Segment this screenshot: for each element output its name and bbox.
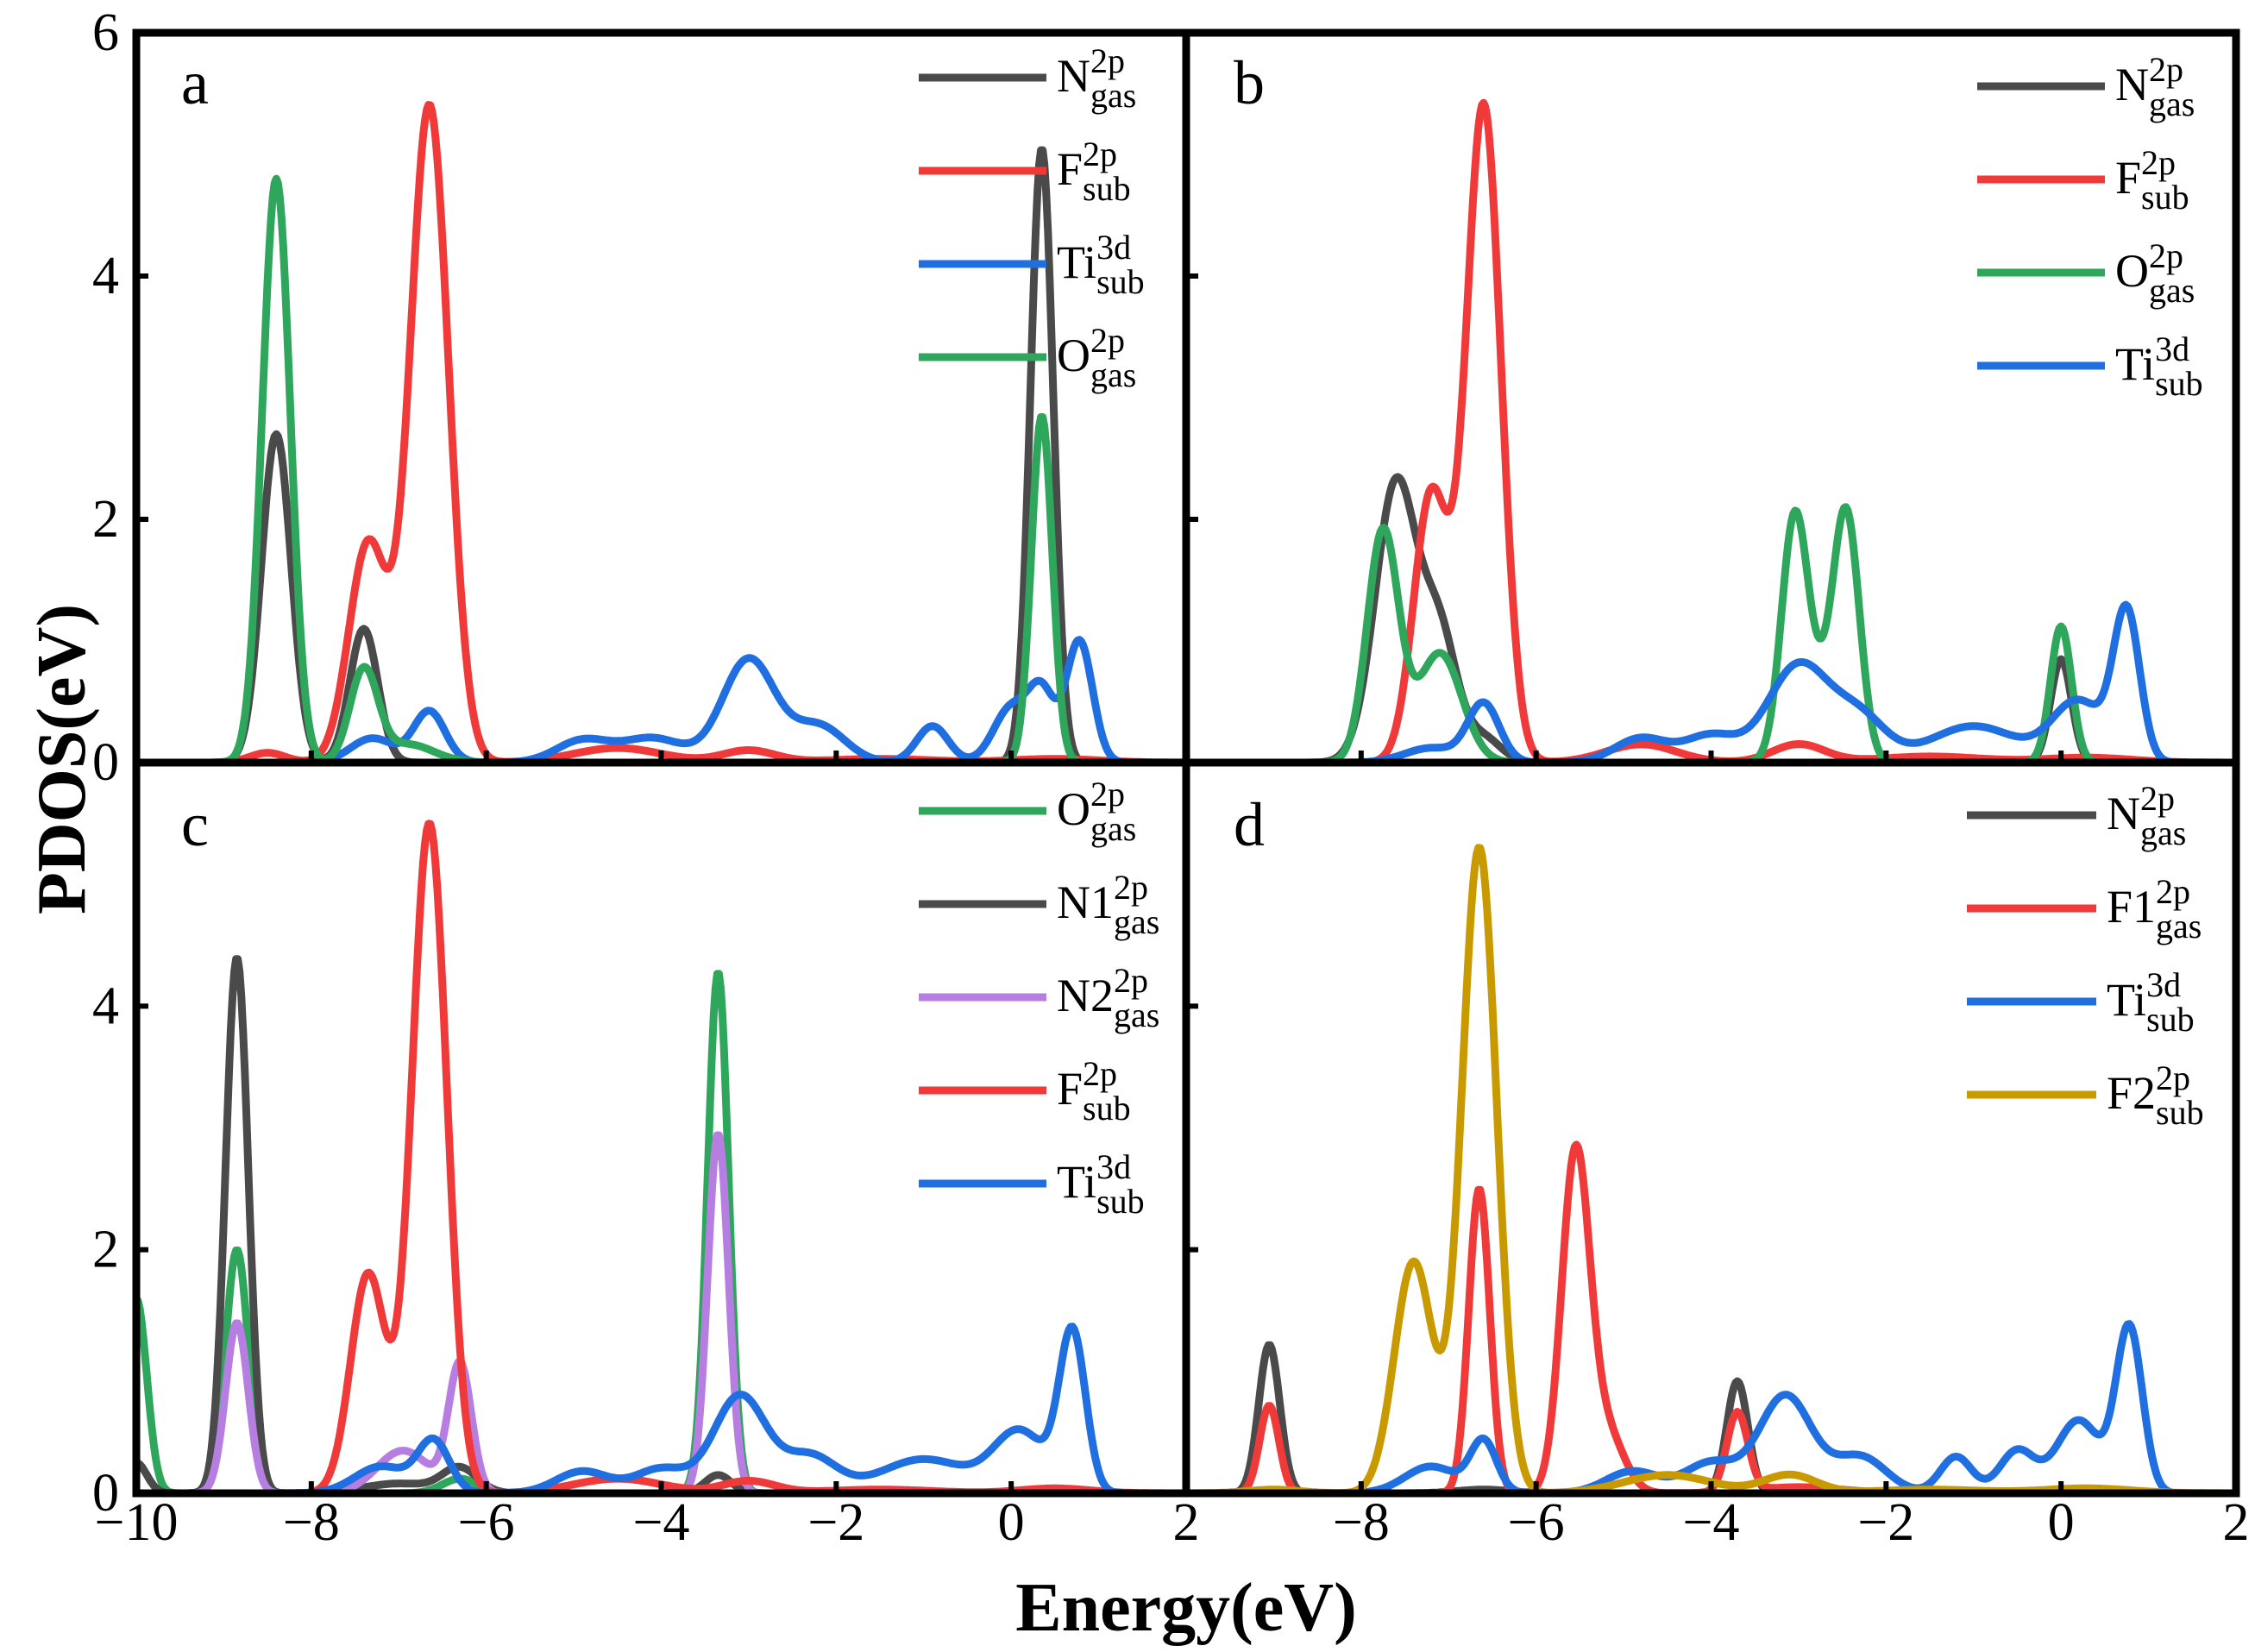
legend-label-n: N2p gas <box>2115 50 2195 123</box>
legend-label-ti: Ti3d sub <box>1057 228 1145 301</box>
series-line-n1 <box>136 955 1186 1493</box>
legend-label-n2: N22p gas <box>1057 961 1159 1034</box>
x-tick-label: −4 <box>633 1493 690 1552</box>
y-tick-label: 0 <box>92 1464 119 1523</box>
x-tick-label: 2 <box>2223 1493 2250 1552</box>
panel-letter: a <box>181 48 209 117</box>
legend-label-ti: Ti3d sub <box>2115 330 2203 403</box>
y-tick-label: 4 <box>92 977 119 1035</box>
panel-letter: d <box>1234 790 1265 859</box>
series-line-f <box>1186 98 2236 763</box>
legend-label-o: O2p gas <box>2115 236 2195 310</box>
legend-label-o: O2p gas <box>1057 775 1136 848</box>
x-tick-label: −10 <box>95 1493 179 1552</box>
legend-label-n1: N12p gas <box>1057 868 1159 941</box>
x-tick-label: −2 <box>1857 1493 1914 1552</box>
legend-label-n: N2p gas <box>2107 779 2186 852</box>
x-tick-label: 2 <box>1173 1493 1200 1552</box>
panel-frame <box>132 758 1190 1498</box>
panel-d: −8 −6 −4 −2 0 2 d N2p gas F12p gas Ti3d sub F22p sub <box>1182 758 2250 1552</box>
series-line-f1 <box>1186 1140 2236 1493</box>
curves <box>1186 844 2236 1493</box>
legend-label-ti: Ti3d sub <box>1057 1147 1145 1221</box>
panel-c: −10 −8 −6 −4 −2 0 2 0 2 4 c O2p gas N12p gas N22p gas F2p… <box>92 758 1200 1552</box>
y-tick-label: 0 <box>92 733 119 792</box>
series-line-f <box>136 820 1186 1493</box>
panel-frame <box>1182 28 2240 767</box>
curves <box>1186 98 2236 763</box>
legend-label-f: F2p sub <box>1057 1054 1131 1128</box>
x-axis-title: Energy(eV) <box>1015 1570 1356 1646</box>
legend-label-ti: Ti3d sub <box>2107 965 2195 1039</box>
legend: N2p gas F2p sub Ti3d sub O2p gas <box>919 41 1145 394</box>
legend-label-f: F2p sub <box>2115 143 2189 217</box>
legend-label-f: F2p sub <box>1057 135 1131 208</box>
panels-layer: 0 2 4 6 a N2p gas F2p sub Ti3d sub O2p gas b N2p gas F2p… <box>92 3 2250 1552</box>
panel-b: b N2p gas F2p sub O2p gas Ti3d sub <box>1182 28 2240 767</box>
y-tick-label: 2 <box>92 490 119 549</box>
x-tick-label: 0 <box>998 1493 1025 1552</box>
y-tick-label: 4 <box>92 247 119 305</box>
x-tick-label: −2 <box>807 1493 864 1552</box>
series-line-f2 <box>1186 844 2236 1493</box>
series-line-o <box>136 970 1186 1493</box>
legend-label-o: O2p gas <box>1057 321 1136 394</box>
legend: O2p gas N12p gas N22p gas F2p sub Ti3d sub <box>919 775 1159 1221</box>
y-axis-title: PDOS(eV) <box>24 604 100 914</box>
panel-letter: b <box>1234 48 1265 117</box>
x-tick-label: −6 <box>458 1493 515 1552</box>
curves <box>136 820 1186 1493</box>
x-tick-label: −4 <box>1683 1493 1740 1552</box>
x-tick-label: −8 <box>1333 1493 1390 1552</box>
panel-a: 0 2 4 6 a N2p gas F2p sub Ti3d sub O2p gas <box>92 3 1190 792</box>
x-tick-label: 0 <box>2048 1493 2075 1552</box>
series-line-n2 <box>136 1131 1186 1493</box>
series-line-ti <box>1186 1320 2236 1493</box>
legend: N2p gas F2p sub O2p gas Ti3d sub <box>1977 50 2203 403</box>
legend: N2p gas F12p gas Ti3d sub F22p sub <box>1967 779 2204 1132</box>
y-tick-label: 2 <box>92 1221 119 1279</box>
x-tick-label: −6 <box>1508 1493 1565 1552</box>
curves <box>136 101 1186 763</box>
legend-label-n: N2p gas <box>1057 41 1136 115</box>
y-tick-label: 6 <box>92 3 119 62</box>
panel-letter: c <box>181 790 209 859</box>
series-line-ti <box>136 1322 1186 1493</box>
panel-frame <box>1182 758 2240 1498</box>
series-line-o <box>1186 503 2236 763</box>
legend-label-f1: F12p gas <box>2107 872 2202 945</box>
x-tick-label: −8 <box>283 1493 340 1552</box>
legend-label-f2: F22p sub <box>2107 1058 2204 1132</box>
